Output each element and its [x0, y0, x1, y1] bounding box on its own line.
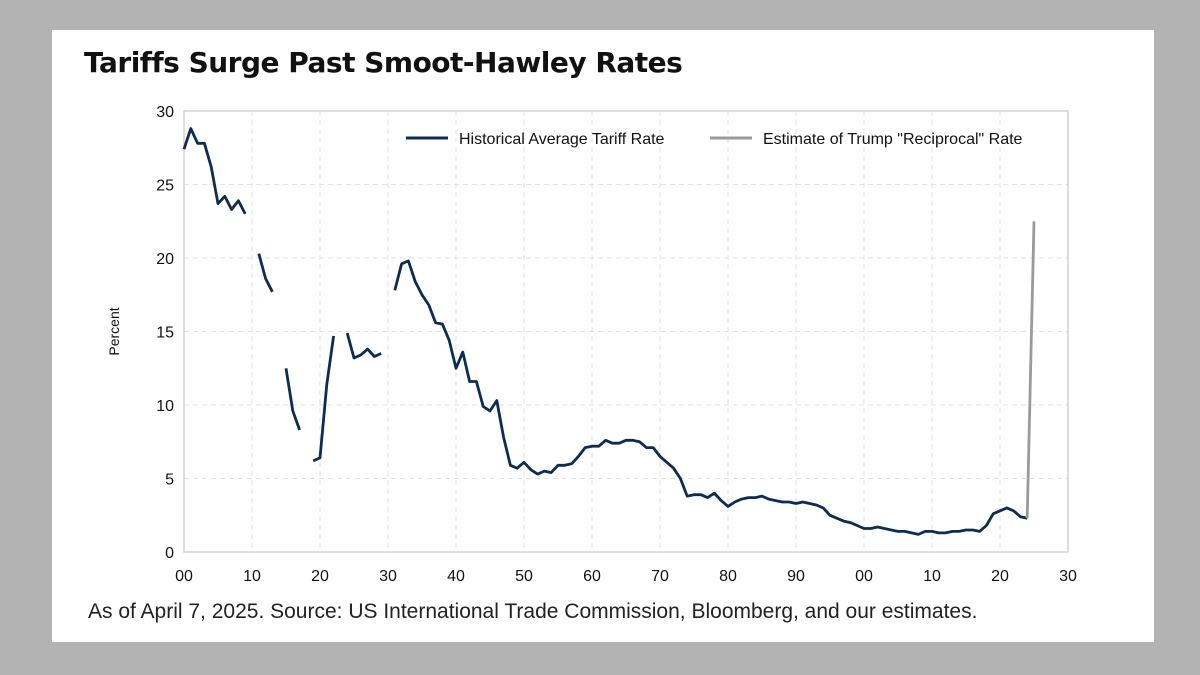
chart-title: Tariffs Surge Past Smoot-Hawley Rates [84, 46, 683, 79]
x-tick-label: 00 [855, 568, 873, 585]
y-tick-label: 30 [156, 104, 174, 121]
historical-tariff-line [284, 368, 301, 431]
reciprocal-estimate-line [1025, 221, 1036, 519]
x-tick-label: 00 [175, 568, 193, 585]
historical-tariff-line [393, 259, 1028, 536]
x-tick-label: 80 [719, 568, 737, 585]
x-tick-label: 10 [243, 568, 261, 585]
x-tick-label: 50 [515, 568, 533, 585]
x-tick-label: 10 [923, 568, 941, 585]
historical-tariff-line [182, 127, 247, 215]
x-tick-label: 40 [447, 568, 465, 585]
x-tick-label: 20 [991, 568, 1009, 585]
x-tick-label: 20 [311, 568, 329, 585]
y-tick-label: 5 [165, 472, 174, 489]
x-tick-label: 70 [651, 568, 669, 585]
y-tick-label: 20 [156, 251, 174, 268]
legend-historical-label: Historical Average Tariff Rate [459, 131, 665, 148]
historical-tariff-line [312, 335, 335, 463]
y-tick-label: 15 [156, 325, 174, 342]
x-tick-label: 60 [583, 568, 601, 585]
plot-frame [183, 110, 1069, 553]
chart-card: Tariffs Surge Past Smoot-Hawley Rates As… [52, 30, 1154, 642]
y-tick-label: 10 [156, 398, 174, 415]
historical-tariff-line [257, 253, 274, 293]
y-tick-label: 25 [156, 178, 174, 195]
y-axis-title: Percent [106, 307, 122, 355]
x-tick-label: 90 [787, 568, 805, 585]
y-tick-label: 0 [165, 545, 174, 562]
legend-reciprocal-label: Estimate of Trump "Reciprocal" Rate [763, 131, 1023, 148]
x-tick-label: 30 [379, 568, 397, 585]
historical-tariff-line [345, 332, 382, 360]
source-footnote: As of April 7, 2025. Source: US Internat… [88, 600, 978, 623]
x-tick-label: 30 [1059, 568, 1077, 585]
